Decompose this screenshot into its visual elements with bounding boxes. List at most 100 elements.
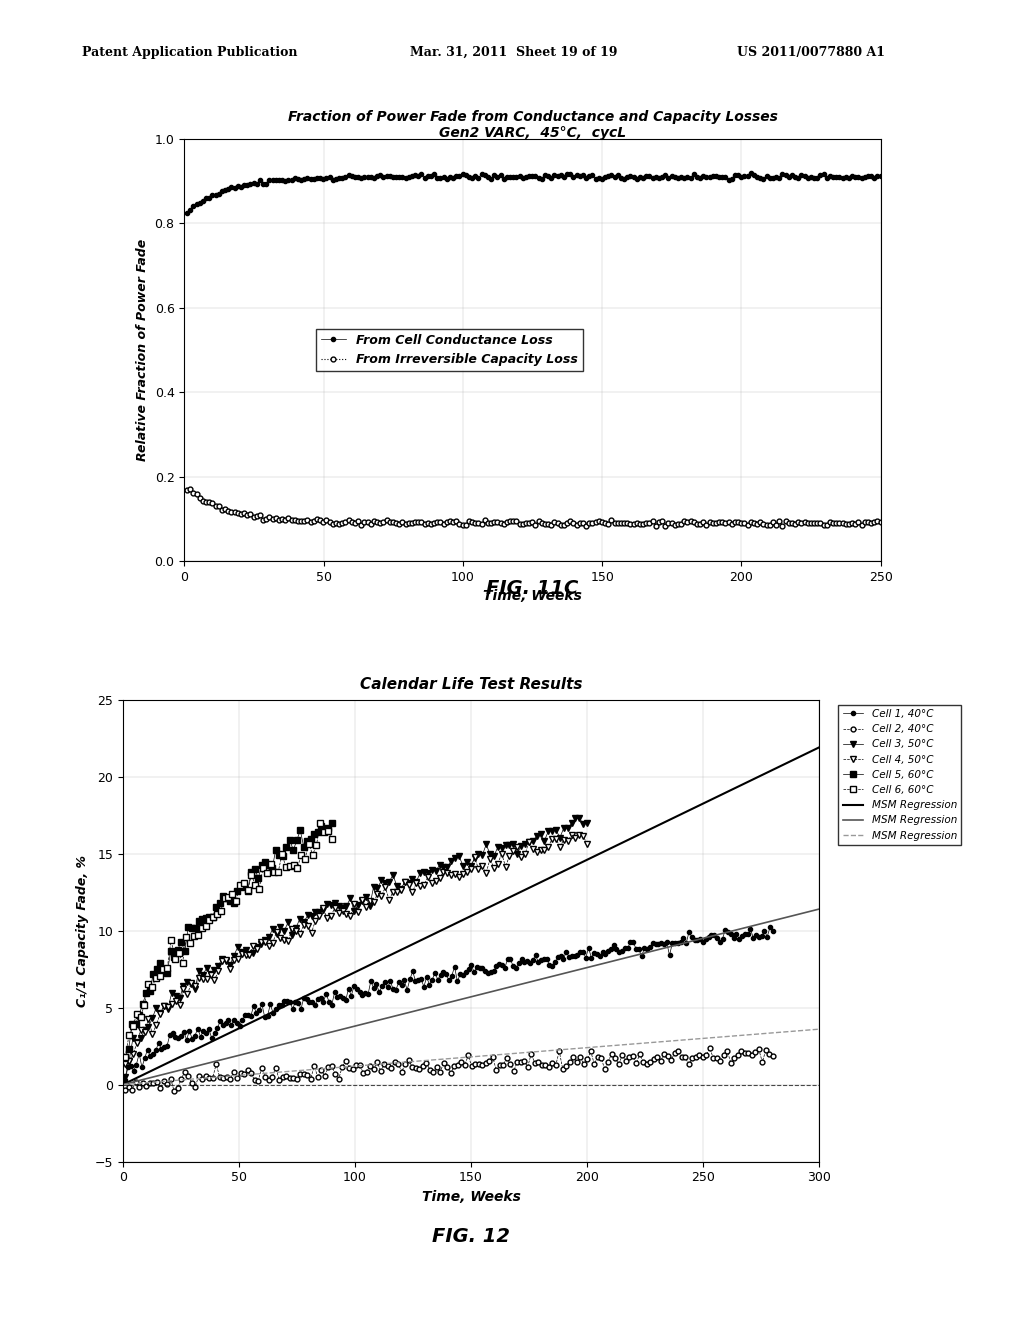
Cell 3, 50°C [437, 859, 450, 875]
MSM Regression [531, 1044, 544, 1060]
From Cell Conductance Loss [744, 165, 757, 181]
Cell 2, 40°C [431, 1059, 443, 1074]
Line: From Cell Conductance Loss: From Cell Conductance Loss [185, 170, 883, 215]
Cell 2, 40°C [703, 1040, 716, 1056]
Cell 3, 50°C [119, 1069, 131, 1085]
Cell 2, 40°C [525, 1045, 538, 1061]
From Irreversible Capacity Loss [181, 482, 194, 498]
Cell 2, 40°C [119, 1082, 131, 1098]
Cell 6, 60°C [303, 836, 315, 851]
Cell 1, 40°C [694, 932, 707, 948]
MSM Regression [543, 1043, 555, 1059]
MSM Regression [117, 1077, 129, 1093]
MSM Regression [117, 1077, 129, 1093]
Cell 6, 60°C [119, 1049, 131, 1065]
Cell 5, 60°C [249, 861, 261, 876]
Cell 3, 50°C [484, 846, 497, 862]
Cell 6, 60°C [322, 824, 334, 840]
From Irreversible Capacity Loss [184, 482, 197, 498]
From Irreversible Capacity Loss [387, 515, 399, 531]
Line: Cell 5, 60°C: Cell 5, 60°C [123, 820, 335, 1060]
Cell 4, 50°C [565, 826, 578, 842]
MSM Regression [529, 1044, 542, 1060]
Cell 1, 40°C [287, 1001, 299, 1016]
Text: Fraction of Power Fade from Conductance and Capacity Losses: Fraction of Power Fade from Conductance … [288, 110, 777, 124]
MSM Regression [813, 739, 825, 755]
From Cell Conductance Loss [552, 169, 564, 185]
Cell 5, 60°C [189, 920, 202, 936]
Line: Cell 4, 50°C: Cell 4, 50°C [123, 832, 590, 1067]
Line: Cell 3, 50°C: Cell 3, 50°C [123, 816, 590, 1080]
MSM Regression [703, 929, 716, 945]
Line: From Irreversible Capacity Loss: From Irreversible Capacity Loss [184, 487, 883, 529]
Cell 3, 50°C [565, 816, 578, 832]
Cell 5, 60°C [154, 954, 166, 970]
From Cell Conductance Loss [384, 168, 396, 183]
Line: Cell 1, 40°C: Cell 1, 40°C [123, 925, 775, 1081]
Y-axis label: Relative Fraction of Power Fade: Relative Fraction of Power Fade [136, 239, 150, 461]
MSM Regression [703, 792, 716, 808]
Cell 3, 50°C [244, 946, 256, 962]
MSM Regression [531, 972, 544, 987]
Line: MSM Regression: MSM Regression [123, 1030, 819, 1085]
From Irreversible Capacity Loss [796, 515, 808, 531]
From Irreversible Capacity Loss [773, 513, 785, 529]
MSM Regression [529, 876, 542, 892]
Cell 2, 40°C [497, 1057, 509, 1073]
MSM Regression [748, 917, 760, 933]
X-axis label: Time, Weeks: Time, Weeks [422, 1189, 520, 1204]
Line: Cell 2, 40°C: Cell 2, 40°C [123, 1045, 775, 1094]
Cell 1, 40°C [119, 1072, 131, 1088]
MSM Regression [543, 969, 555, 985]
Text: Patent Application Publication: Patent Application Publication [82, 46, 297, 59]
From Irreversible Capacity Loss [374, 515, 386, 531]
Cell 5, 60°C [185, 920, 198, 936]
MSM Regression [703, 1030, 716, 1045]
From Cell Conductance Loss [770, 169, 782, 185]
From Cell Conductance Loss [371, 169, 383, 185]
Text: Gen2 VARC,  45°C,  cycL: Gen2 VARC, 45°C, cycL [439, 125, 626, 140]
From Cell Conductance Loss [181, 206, 194, 222]
MSM Regression [119, 1077, 131, 1093]
Cell 4, 50°C [216, 953, 228, 969]
Line: MSM Regression: MSM Regression [123, 747, 819, 1085]
Cell 6, 60°C [169, 952, 181, 968]
Cell 1, 40°C [568, 949, 581, 965]
Cell 4, 50°C [581, 837, 593, 853]
From Cell Conductance Loss [805, 169, 817, 185]
Cell 4, 50°C [437, 865, 450, 880]
Cell 4, 50°C [119, 1056, 131, 1072]
Cell 1, 40°C [607, 937, 620, 953]
Y-axis label: C₁/1 Capacity Fade, %: C₁/1 Capacity Fade, % [76, 854, 89, 1007]
Cell 6, 60°C [326, 832, 338, 847]
Legend: Cell 1, 40°C, Cell 2, 40°C, Cell 3, 50°C, Cell 4, 50°C, Cell 5, 60°C, Cell 6, 60: Cell 1, 40°C, Cell 2, 40°C, Cell 3, 50°C… [839, 705, 962, 845]
Cell 5, 60°C [326, 814, 338, 830]
Text: FIG. 12: FIG. 12 [432, 1228, 510, 1246]
Cell 6, 60°C [196, 920, 208, 936]
Text: US 2011/0077880 A1: US 2011/0077880 A1 [737, 46, 886, 59]
From Irreversible Capacity Loss [555, 516, 567, 532]
Cell 1, 40°C [245, 1008, 257, 1024]
Cell 3, 50°C [375, 873, 387, 888]
MSM Regression [117, 1077, 129, 1093]
MSM Regression [813, 902, 825, 917]
Cell 2, 40°C [616, 1047, 629, 1063]
Cell 4, 50°C [375, 888, 387, 904]
Text: Mar. 31, 2011  Sheet 19 of 19: Mar. 31, 2011 Sheet 19 of 19 [410, 46, 617, 59]
Cell 1, 40°C [767, 923, 779, 939]
Cell 3, 50°C [581, 816, 593, 832]
Cell 2, 40°C [168, 1084, 180, 1100]
X-axis label: Time, Weeks: Time, Weeks [483, 589, 582, 603]
Cell 4, 50°C [484, 851, 497, 867]
Line: Cell 6, 60°C: Cell 6, 60°C [123, 820, 335, 1060]
MSM Regression [529, 973, 542, 989]
MSM Regression [531, 876, 544, 892]
From Cell Conductance Loss [793, 170, 805, 186]
From Irreversible Capacity Loss [580, 519, 592, 535]
MSM Regression [748, 1027, 760, 1043]
Cell 6, 60°C [314, 814, 327, 830]
MSM Regression [119, 1076, 131, 1092]
Cell 5, 60°C [178, 944, 190, 960]
Cell 4, 50°C [573, 826, 586, 842]
From Irreversible Capacity Loss [874, 513, 887, 529]
